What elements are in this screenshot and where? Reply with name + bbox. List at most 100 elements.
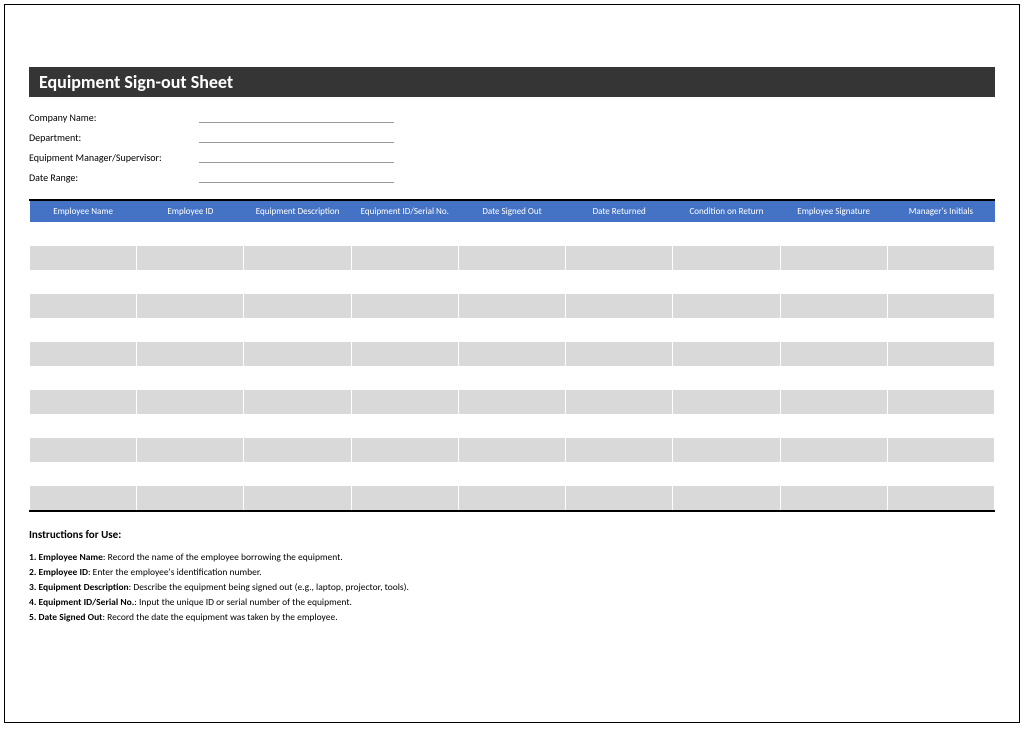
table-cell[interactable] (351, 414, 458, 438)
table-cell[interactable] (780, 414, 887, 438)
table-cell[interactable] (30, 366, 137, 390)
table-cell[interactable] (137, 414, 244, 438)
table-cell[interactable] (458, 270, 565, 294)
table-cell[interactable] (673, 366, 780, 390)
table-cell[interactable] (244, 342, 351, 366)
meta-input-company[interactable] (199, 111, 394, 123)
table-cell[interactable] (458, 294, 565, 318)
table-cell[interactable] (673, 342, 780, 366)
table-cell[interactable] (566, 390, 673, 414)
table-cell[interactable] (780, 438, 887, 462)
table-cell[interactable] (244, 414, 351, 438)
table-cell[interactable] (887, 246, 994, 270)
table-cell[interactable] (887, 414, 994, 438)
table-cell[interactable] (30, 270, 137, 294)
table-cell[interactable] (137, 222, 244, 246)
table-cell[interactable] (458, 342, 565, 366)
table-cell[interactable] (673, 486, 780, 510)
table-cell[interactable] (673, 414, 780, 438)
table-cell[interactable] (566, 414, 673, 438)
table-cell[interactable] (458, 438, 565, 462)
table-cell[interactable] (673, 270, 780, 294)
table-cell[interactable] (351, 270, 458, 294)
table-cell[interactable] (351, 294, 458, 318)
table-cell[interactable] (244, 462, 351, 486)
table-cell[interactable] (244, 486, 351, 510)
table-cell[interactable] (351, 462, 458, 486)
table-cell[interactable] (887, 342, 994, 366)
table-cell[interactable] (137, 390, 244, 414)
table-cell[interactable] (458, 366, 565, 390)
table-cell[interactable] (566, 342, 673, 366)
table-cell[interactable] (673, 462, 780, 486)
table-cell[interactable] (673, 294, 780, 318)
table-cell[interactable] (566, 462, 673, 486)
table-cell[interactable] (458, 390, 565, 414)
table-cell[interactable] (351, 486, 458, 510)
table-cell[interactable] (351, 342, 458, 366)
table-cell[interactable] (673, 390, 780, 414)
table-cell[interactable] (244, 270, 351, 294)
table-cell[interactable] (137, 246, 244, 270)
table-cell[interactable] (137, 294, 244, 318)
table-cell[interactable] (30, 246, 137, 270)
table-cell[interactable] (351, 390, 458, 414)
table-cell[interactable] (351, 318, 458, 342)
table-cell[interactable] (566, 366, 673, 390)
table-cell[interactable] (137, 438, 244, 462)
table-cell[interactable] (30, 390, 137, 414)
table-cell[interactable] (566, 294, 673, 318)
table-cell[interactable] (137, 318, 244, 342)
table-cell[interactable] (244, 366, 351, 390)
table-cell[interactable] (780, 294, 887, 318)
table-cell[interactable] (780, 342, 887, 366)
table-cell[interactable] (887, 438, 994, 462)
table-cell[interactable] (244, 294, 351, 318)
table-cell[interactable] (780, 318, 887, 342)
table-cell[interactable] (566, 246, 673, 270)
table-cell[interactable] (30, 222, 137, 246)
table-cell[interactable] (244, 318, 351, 342)
table-cell[interactable] (137, 462, 244, 486)
table-cell[interactable] (137, 270, 244, 294)
table-cell[interactable] (673, 222, 780, 246)
meta-input-department[interactable] (199, 131, 394, 143)
table-cell[interactable] (137, 342, 244, 366)
table-cell[interactable] (30, 414, 137, 438)
table-cell[interactable] (458, 222, 565, 246)
table-cell[interactable] (137, 366, 244, 390)
table-cell[interactable] (244, 390, 351, 414)
table-cell[interactable] (30, 342, 137, 366)
table-cell[interactable] (30, 486, 137, 510)
table-cell[interactable] (30, 318, 137, 342)
table-cell[interactable] (244, 246, 351, 270)
table-cell[interactable] (137, 486, 244, 510)
table-cell[interactable] (887, 390, 994, 414)
table-cell[interactable] (887, 222, 994, 246)
table-cell[interactable] (566, 318, 673, 342)
table-cell[interactable] (780, 462, 887, 486)
table-cell[interactable] (780, 486, 887, 510)
table-cell[interactable] (458, 486, 565, 510)
table-cell[interactable] (458, 246, 565, 270)
table-cell[interactable] (673, 246, 780, 270)
table-cell[interactable] (887, 462, 994, 486)
table-cell[interactable] (244, 438, 351, 462)
table-cell[interactable] (887, 270, 994, 294)
table-cell[interactable] (30, 438, 137, 462)
table-cell[interactable] (780, 390, 887, 414)
table-cell[interactable] (780, 222, 887, 246)
table-cell[interactable] (244, 222, 351, 246)
table-cell[interactable] (566, 222, 673, 246)
table-cell[interactable] (887, 318, 994, 342)
table-cell[interactable] (566, 486, 673, 510)
meta-input-manager[interactable] (199, 151, 394, 163)
table-cell[interactable] (780, 246, 887, 270)
table-cell[interactable] (30, 462, 137, 486)
table-cell[interactable] (780, 366, 887, 390)
table-cell[interactable] (351, 366, 458, 390)
table-cell[interactable] (458, 414, 565, 438)
table-cell[interactable] (566, 270, 673, 294)
table-cell[interactable] (566, 438, 673, 462)
table-cell[interactable] (673, 318, 780, 342)
